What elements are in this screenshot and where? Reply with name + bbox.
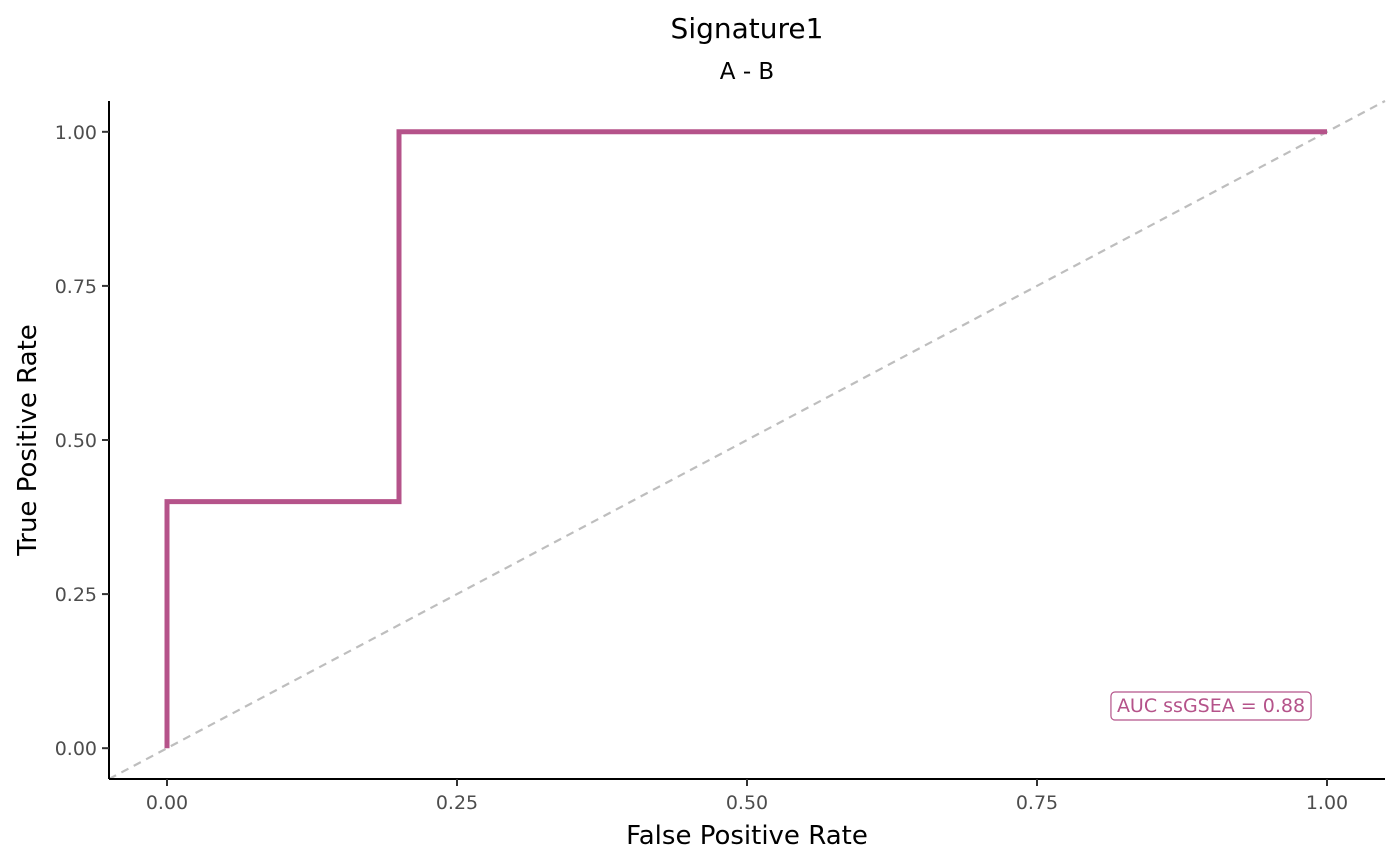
x-tick-label: 0.75 xyxy=(1016,792,1058,814)
x-tick-label: 0.00 xyxy=(146,792,188,814)
x-axis-title: False Positive Rate xyxy=(626,821,868,851)
x-tick-label: 1.00 xyxy=(1306,792,1348,814)
y-tick-label: 0.25 xyxy=(55,584,97,606)
roc-curve-line-0 xyxy=(164,129,1327,749)
auc-label: AUC ssGSEA = 0.88 xyxy=(1117,695,1305,717)
chart-title: Signature1 xyxy=(671,12,824,45)
y-tick-label: 0.00 xyxy=(55,738,97,760)
x-tick-label: 0.25 xyxy=(436,792,478,814)
reference-diagonal-line xyxy=(108,100,1386,780)
y-axis-title: True Positive Rate xyxy=(13,324,43,557)
y-tick-label: 0.75 xyxy=(55,276,97,298)
y-tick-label: 0.50 xyxy=(55,430,97,452)
auc-label-box xyxy=(1110,691,1312,721)
chart-subtitle: A - B xyxy=(720,59,774,85)
plot-area: 0.00 0.25 0.50 0.75 1.00 0.00 0.25 0.50 0.75 1.00… xyxy=(55,100,1386,814)
y-tick-label: 1.00 xyxy=(55,122,97,144)
x-tick-label: 0.50 xyxy=(726,792,768,814)
